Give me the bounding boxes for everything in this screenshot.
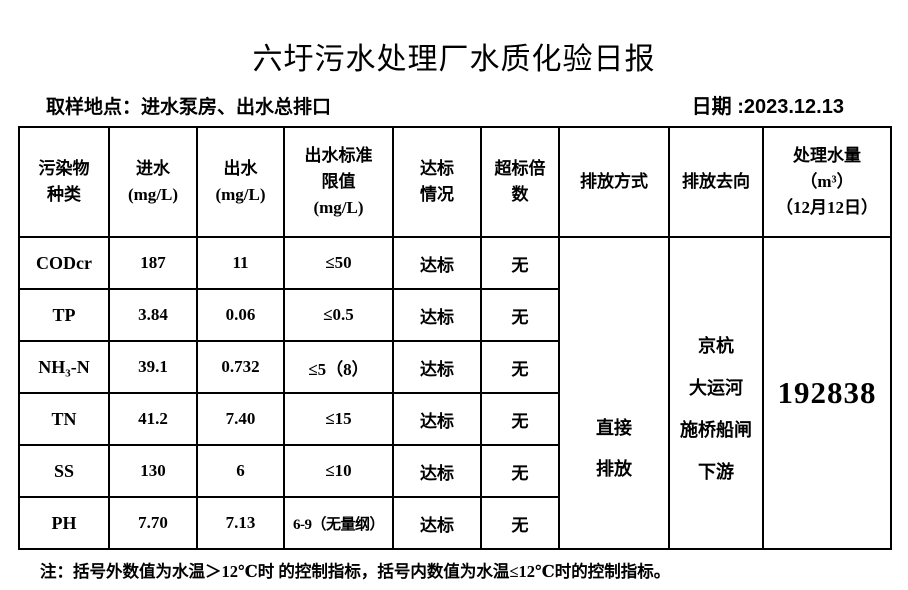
header-influent: 进水 (mg/L) (108, 126, 198, 238)
header-discharge-destination: 排放去向 (668, 126, 764, 238)
pollutant-name: PH (18, 496, 110, 550)
limit-value: ≤15 (283, 392, 394, 446)
pollutant-name: TN (18, 392, 110, 446)
discharge-method-cell: 直接 排放 (558, 236, 670, 550)
status-value: 达标 (392, 288, 482, 342)
header-status: 达标 情况 (392, 126, 482, 238)
sampling-location-label: 取样地点：进水泵房、出水总排口 (46, 97, 332, 118)
table-row: NH₃-N 39.1 0.732 ≤5（8） 达标 无 (18, 340, 891, 394)
effluent-value: 0.732 (196, 340, 285, 394)
header-limit: 出水标准 限值 (mg/L) (283, 126, 394, 238)
subheader: 取样地点：进水泵房、出水总排口 日期 :2023.12.13 (0, 78, 908, 126)
effluent-value: 7.40 (196, 392, 285, 446)
status-value: 达标 (392, 392, 482, 446)
pollutant-name: CODcr (18, 236, 110, 290)
influent-value: 3.84 (108, 288, 198, 342)
header-exceed: 超标倍 数 (480, 126, 560, 238)
exceed-value: 无 (480, 340, 560, 394)
discharge-destination-cell: 京杭 大运河 施桥船闸 下游 (668, 236, 764, 550)
limit-value: ≤5（8） (283, 340, 394, 394)
limit-value: ≤0.5 (283, 288, 394, 342)
limit-value: 6-9（无量纲） (283, 496, 394, 550)
status-value: 达标 (392, 236, 482, 290)
influent-value: 187 (108, 236, 198, 290)
header-discharge-method: 排放方式 (558, 126, 670, 238)
effluent-value: 11 (196, 236, 285, 290)
treated-volume-value: 192838 (762, 236, 892, 550)
status-value: 达标 (392, 496, 482, 550)
status-value: 达标 (392, 340, 482, 394)
table-row: PH 7.70 7.13 6-9（无量纲） 达标 无 (18, 496, 891, 550)
report-date-label: 日期 :2023.12.13 (691, 96, 844, 118)
limit-value: ≤10 (283, 444, 394, 498)
header-treated-volume: 处理水量 （m³） （12月12日） (762, 126, 892, 238)
table-row: TP 3.84 0.06 ≤0.5 达标 无 (18, 288, 891, 342)
limit-value: ≤50 (283, 236, 394, 290)
effluent-value: 0.06 (196, 288, 285, 342)
header-effluent: 出水 (mg/L) (196, 126, 285, 238)
table-row: SS 130 6 ≤10 达标 无 (18, 444, 891, 498)
influent-value: 130 (108, 444, 198, 498)
influent-value: 41.2 (108, 392, 198, 446)
exceed-value: 无 (480, 496, 560, 550)
footnote: 注：括号外数值为水温＞12℃时 的控制指标，括号内数值为水温≤12℃时的控制指标… (40, 562, 671, 581)
pollutant-name: SS (18, 444, 110, 498)
pollutant-name: NH₃-N (18, 340, 110, 394)
report-table: 污染物 种类 进水 (mg/L) 出水 (mg/L) 出水标准 限值 (mg/L… (18, 126, 892, 550)
discharge-method-value: 直接 排放 (596, 418, 632, 479)
header-row: 污染物 种类 进水 (mg/L) 出水 (mg/L) 出水标准 限值 (mg/L… (18, 126, 892, 238)
header-pollutant: 污染物 种类 (18, 126, 110, 238)
page-title: 六圩污水处理厂水质化验日报 (252, 43, 656, 76)
table-row: TN 41.2 7.40 ≤15 达标 无 (18, 392, 891, 446)
exceed-value: 无 (480, 444, 560, 498)
exceed-value: 无 (480, 288, 560, 342)
exceed-value: 无 (480, 236, 560, 290)
effluent-value: 6 (196, 444, 285, 498)
pollutant-name: TP (18, 288, 110, 342)
status-value: 达标 (392, 444, 482, 498)
exceed-value: 无 (480, 392, 560, 446)
influent-value: 39.1 (108, 340, 198, 394)
table-row: CODcr 187 11 ≤50 达标 无 直接 排放 京杭 大运河 施桥船闸 … (18, 236, 892, 550)
discharge-destination-value: 京杭 大运河 施桥船闸 下游 (680, 336, 752, 482)
influent-value: 7.70 (108, 496, 198, 550)
effluent-value: 7.13 (196, 496, 285, 550)
